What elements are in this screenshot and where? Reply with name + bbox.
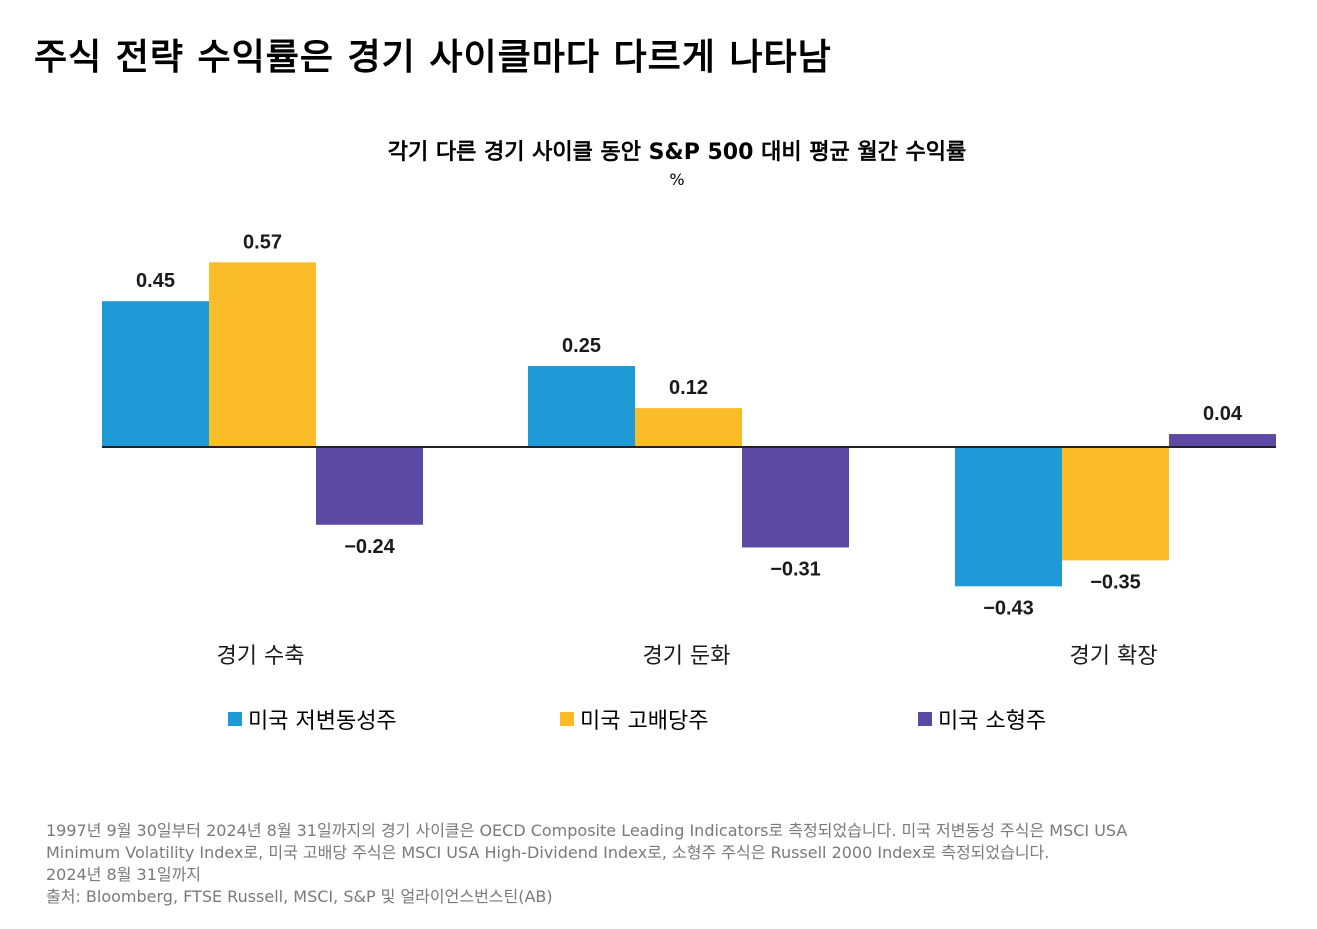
- bar-chart: 0.45 0.57 −0.24 경기 수축 0.25 0.12 −0.31 경기 둔화 −0.4…: [102, 231, 1276, 669]
- footnote-source: 출처: Bloomberg, FTSE Russell, MSCI, S&P 및…: [46, 887, 553, 906]
- data-label: −0.24: [344, 536, 395, 558]
- bar-small-cap: [316, 447, 423, 525]
- data-label: −0.35: [1090, 571, 1141, 593]
- bar-high-dividend: [1062, 447, 1169, 561]
- legend-item-small-cap: 미국 소형주: [918, 703, 1046, 735]
- chart-unit-label: %: [669, 170, 685, 189]
- legend-label: 미국 고배당주: [580, 709, 709, 734]
- legend-swatch-high-dividend: [560, 712, 574, 726]
- legend: 미국 저변동성주 미국 고배당주 미국 소형주: [0, 703, 1317, 735]
- footnote-line: 1997년 9월 30일부터 2024년 8월 31일까지의 경기 사이클은 O…: [46, 821, 1128, 840]
- legend-item-low-volatility: 미국 저변동성주: [228, 703, 397, 735]
- category-label: 경기 확장: [1070, 644, 1158, 669]
- category-label: 경기 수축: [217, 644, 305, 669]
- data-label: 0.04: [1203, 403, 1243, 425]
- bar-high-dividend: [209, 262, 316, 447]
- bar-low-volatility: [528, 366, 635, 447]
- legend-swatch-small-cap: [918, 712, 932, 726]
- footnote-line: 2024년 8월 31일까지: [46, 865, 202, 884]
- data-label: 0.57: [243, 231, 282, 253]
- bar-low-volatility: [955, 447, 1062, 587]
- bar-small-cap: [1169, 434, 1276, 447]
- data-label: −0.43: [983, 597, 1034, 619]
- data-label: 0.25: [562, 335, 601, 357]
- data-label: −0.31: [770, 558, 821, 580]
- chart-title: 각기 다른 경기 사이클 동안 S&P 500 대비 평균 월간 수익률: [387, 140, 967, 165]
- legend-swatch-low-volatility: [228, 712, 242, 726]
- data-label: 0.12: [669, 377, 708, 399]
- legend-label: 미국 소형주: [938, 709, 1047, 734]
- footnote: 1997년 9월 30일부터 2024년 8월 31일까지의 경기 사이클은 O…: [46, 820, 1296, 908]
- footnote-line: Minimum Volatility Index로, 미국 고배당 주식은 MS…: [46, 843, 1050, 862]
- category-label: 경기 둔화: [643, 644, 731, 669]
- bar-high-dividend: [635, 408, 742, 447]
- bar-small-cap: [742, 447, 849, 548]
- data-label: 0.45: [136, 270, 175, 292]
- bar-low-volatility: [102, 301, 209, 447]
- legend-label: 미국 저변동성주: [248, 709, 397, 734]
- legend-item-high-dividend: 미국 고배당주: [560, 703, 708, 735]
- page-title: 주식 전략 수익률은 경기 사이클마다 다르게 나타남: [34, 37, 832, 78]
